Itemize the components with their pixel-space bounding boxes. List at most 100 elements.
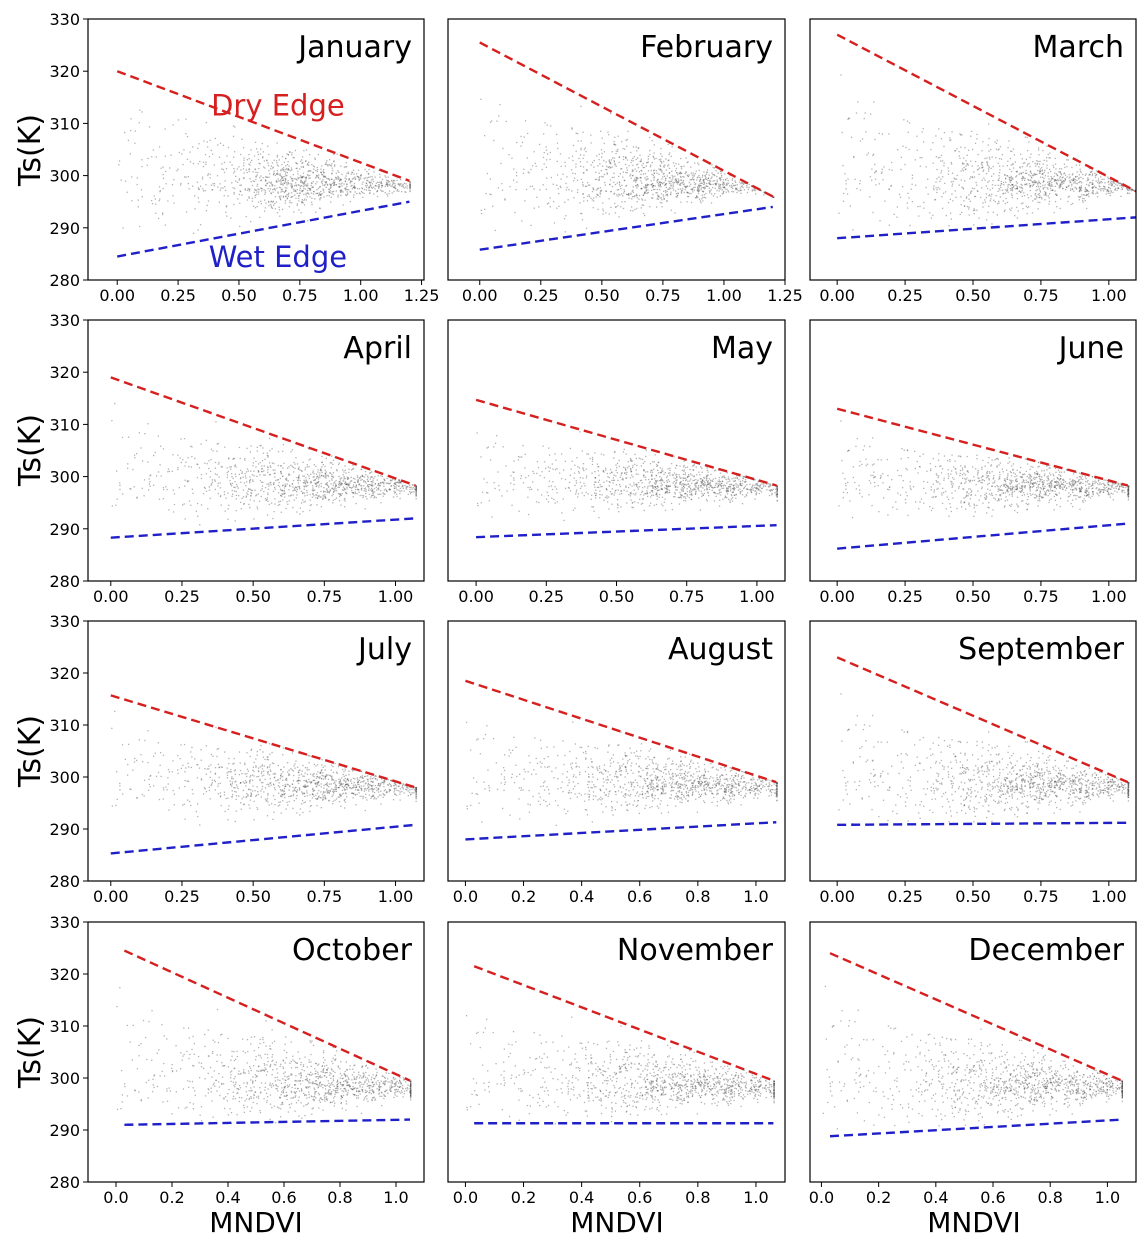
scatter-point [253, 500, 255, 502]
scatter-point [640, 465, 642, 467]
scatter-point [721, 480, 724, 483]
scatter-point [388, 483, 391, 485]
scatter-point [287, 154, 289, 156]
scatter-point [404, 484, 406, 487]
scatter-point [310, 480, 312, 483]
scatter-point [702, 196, 704, 199]
scatter-point [300, 185, 303, 187]
scatter-point [231, 164, 233, 166]
scatter-point [235, 483, 238, 486]
scatter-point [660, 197, 662, 199]
scatter-point [999, 165, 1001, 167]
scatter-point [688, 192, 691, 195]
scatter-point [261, 142, 263, 145]
scatter-point [743, 189, 746, 191]
scatter-point [309, 177, 311, 179]
scatter-point [227, 508, 229, 510]
scatter-point [520, 477, 522, 480]
scatter-point [334, 498, 336, 500]
scatter-point [229, 466, 231, 468]
scatter-point [228, 457, 230, 459]
scatter-point [221, 163, 223, 165]
scatter-point [166, 488, 168, 491]
scatter-point [716, 483, 718, 485]
scatter-point [354, 178, 357, 180]
scatter-point [1020, 183, 1022, 185]
scatter-point [292, 174, 294, 176]
scatter-point [298, 195, 300, 197]
scatter-point [409, 187, 411, 189]
scatter-point [667, 188, 669, 190]
scatter-point [685, 171, 687, 174]
scatter-point [582, 183, 584, 186]
scatter-point [283, 161, 285, 163]
scatter-point [598, 153, 600, 155]
scatter-point [656, 485, 659, 487]
scatter-point [357, 488, 359, 491]
scatter-point [594, 481, 596, 483]
scatter-point [344, 481, 347, 483]
scatter-point [312, 493, 314, 495]
scatter-point [651, 140, 653, 142]
scatter-point [1109, 194, 1111, 197]
scatter-point [264, 458, 266, 461]
scatter-point [288, 183, 290, 185]
scatter-point [580, 147, 582, 149]
scatter-point [372, 490, 374, 492]
scatter-point [625, 139, 627, 141]
scatter-point [987, 168, 990, 170]
scatter-point [683, 176, 685, 178]
scatter-point [981, 161, 983, 163]
scatter-point [1047, 188, 1049, 190]
scatter-point [322, 184, 324, 186]
scatter-point [408, 491, 411, 493]
scatter-point [1000, 183, 1002, 185]
scatter-point [911, 177, 913, 179]
scatter-point [273, 172, 275, 174]
scatter-point [1071, 183, 1073, 185]
scatter-point [350, 180, 352, 182]
scatter-point [288, 206, 290, 208]
scatter-point [375, 497, 377, 499]
scatter-point [633, 178, 636, 180]
scatter-point [275, 160, 278, 162]
scatter-point [610, 112, 612, 115]
scatter-point [399, 492, 401, 495]
scatter-point [652, 487, 654, 489]
scatter-point [261, 190, 263, 192]
scatter-point [207, 508, 209, 510]
scatter-point [300, 181, 302, 183]
scatter-point [718, 187, 720, 189]
scatter-point [995, 142, 998, 144]
scatter-point [527, 132, 529, 135]
scatter-point [693, 181, 695, 184]
scatter-point [676, 194, 679, 197]
scatter-point [304, 177, 306, 179]
scatter-point [661, 488, 663, 490]
scatter-point [569, 481, 571, 483]
scatter-point [287, 161, 289, 163]
scatter-point [1097, 180, 1099, 182]
scatter-point [1107, 192, 1109, 194]
scatter-point [940, 170, 943, 172]
scatter-point [116, 498, 118, 500]
scatter-point [255, 171, 257, 173]
scatter-point [630, 159, 633, 161]
scatter-point [1068, 180, 1071, 182]
scatter-point [634, 180, 636, 182]
scatter-point [1109, 187, 1112, 190]
scatter-point [597, 208, 599, 211]
scatter-point [659, 189, 661, 191]
scatter-point [1086, 193, 1088, 196]
scatter-point [381, 182, 383, 185]
scatter-point [291, 483, 294, 485]
scatter-point [696, 482, 698, 484]
scatter-point [762, 482, 765, 485]
scatter-point [1044, 184, 1046, 186]
scatter-point [614, 202, 616, 205]
scatter-point [580, 149, 582, 151]
scatter-point [1028, 162, 1030, 165]
scatter-point [313, 168, 315, 170]
scatter-point [951, 131, 953, 133]
scatter-point [317, 497, 319, 499]
